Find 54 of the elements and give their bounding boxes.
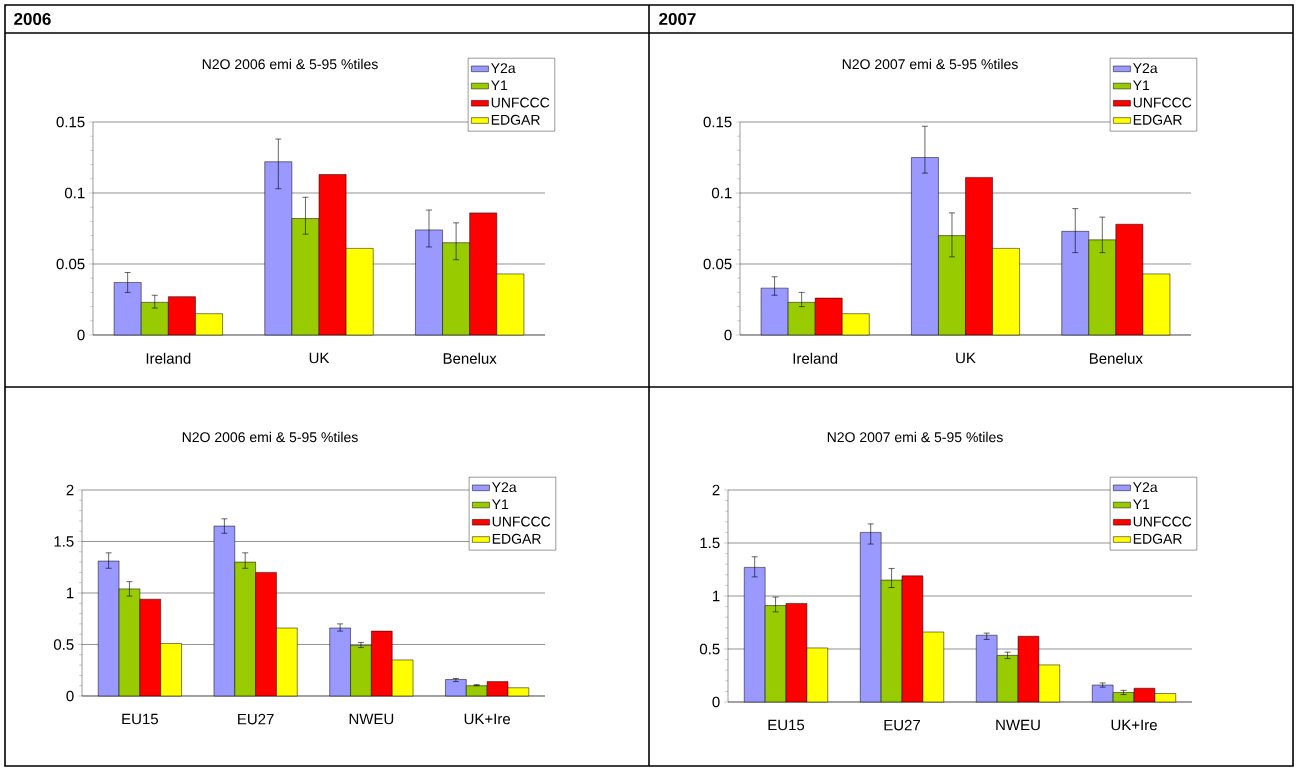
y-tick-label: 0 (712, 696, 720, 708)
legend-label: Y2a (491, 63, 516, 74)
x-tick-label: Ireland (793, 352, 838, 364)
y-tick-label: 0.15 (56, 116, 85, 128)
y-tick-label: 1.5 (700, 537, 720, 549)
y-tick-label: 0.05 (703, 258, 732, 270)
y-tick-label: 0.5 (53, 639, 74, 650)
x-tick-label: EU15 (122, 713, 159, 725)
x-tick-label: UK (309, 352, 330, 364)
legend-label: Y2a (492, 482, 517, 493)
chart-title: N2O 2006 emi & 5-95 %tiles (182, 431, 358, 443)
legend-label: Y1 (1133, 499, 1150, 510)
legend-label: Y1 (492, 499, 509, 510)
y-tick-label: 0.1 (64, 187, 85, 199)
x-tick-label: EU15 (768, 719, 805, 731)
chart-title: N2O 2007 emi & 5-95 %tiles (827, 431, 1003, 443)
y-tick-label: 0.05 (56, 258, 85, 270)
y-tick-label: 2 (66, 484, 74, 496)
legend-label: Y2a (1133, 482, 1158, 493)
chart-title: N2O 2007 emi & 5-95 %tiles (842, 58, 1018, 70)
legend-label: EDGAR (1133, 114, 1182, 125)
text: 2006 (14, 12, 51, 26)
x-tick-label: NWEU (996, 719, 1040, 731)
legend-label: UNFCCC (1133, 516, 1192, 527)
x-tick-label: UK+Ire (464, 713, 510, 725)
x-tick-label: EU27 (884, 719, 921, 731)
y-tick-label: 1.5 (54, 536, 74, 547)
y-tick-label: 1 (67, 587, 74, 599)
legend-label: EDGAR (492, 533, 541, 544)
y-tick-label: 0 (724, 329, 732, 341)
y-tick-label: 0 (66, 690, 74, 702)
x-tick-label: Benelux (443, 352, 497, 364)
x-tick-label: Benelux (1089, 352, 1143, 364)
legend-label: EDGAR (491, 114, 540, 125)
legend-label: UNFCCC (491, 97, 550, 108)
y-tick-label: 0.5 (699, 643, 720, 655)
x-tick-label: Ireland (146, 352, 191, 364)
text: 2007 (659, 12, 696, 26)
x-tick-label: EU27 (238, 713, 274, 725)
y-tick-label: 1 (713, 590, 720, 602)
x-tick-label: NWEU (349, 713, 394, 725)
legend-label: UNFCCC (492, 516, 551, 527)
legend-label: EDGAR (1133, 533, 1182, 544)
y-tick-label: 0.15 (703, 116, 732, 128)
chart-title: N2O 2006 emi & 5-95 %tiles (202, 58, 378, 70)
y-tick-label: 2 (712, 484, 720, 496)
legend-label: UNFCCC (1133, 97, 1192, 108)
legend-label: Y1 (1133, 80, 1150, 91)
legend-label: Y2a (1133, 63, 1158, 74)
y-tick-label: 0.1 (711, 187, 732, 199)
x-tick-label: UK+Ire (1111, 719, 1157, 731)
x-tick-label: UK (956, 352, 976, 364)
y-tick-label: 0 (77, 329, 85, 341)
legend-label: Y1 (491, 80, 508, 91)
